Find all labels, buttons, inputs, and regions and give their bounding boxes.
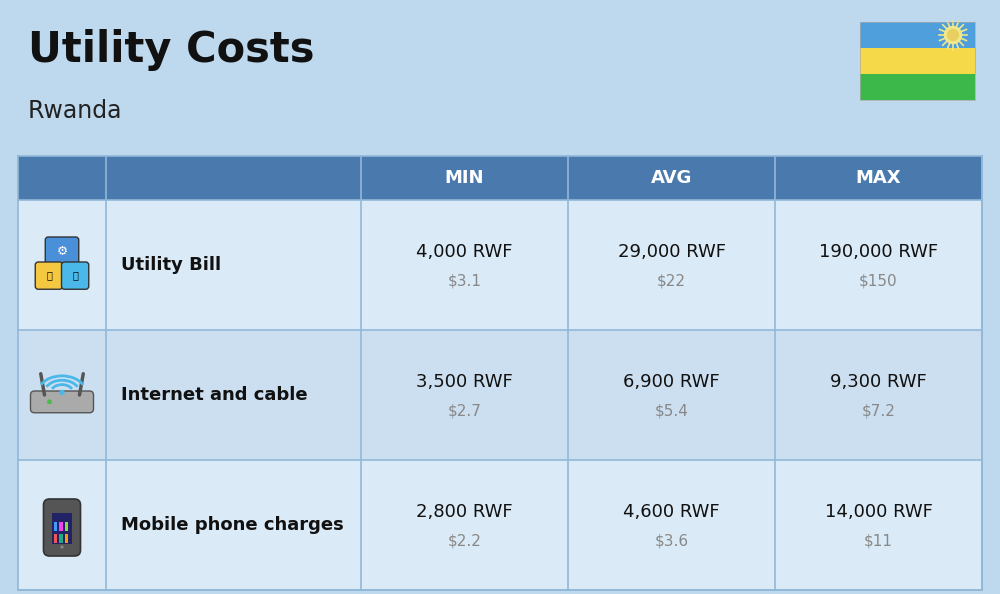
Bar	[52, 513, 72, 544]
Text: 💧: 💧	[72, 270, 78, 280]
Circle shape	[48, 400, 51, 403]
Text: 3,500 RWF: 3,500 RWF	[416, 373, 513, 391]
Text: $3.6: $3.6	[654, 533, 689, 548]
Bar	[18, 200, 982, 330]
Text: 29,000 RWF: 29,000 RWF	[618, 243, 726, 261]
Circle shape	[947, 30, 958, 40]
Text: $2.7: $2.7	[448, 403, 481, 419]
Bar	[59, 522, 63, 531]
Text: $11: $11	[864, 533, 893, 548]
Text: $5.4: $5.4	[655, 403, 688, 419]
Text: Utility Costs: Utility Costs	[28, 29, 314, 71]
Text: MAX: MAX	[856, 169, 901, 187]
Text: AVG: AVG	[651, 169, 692, 187]
Text: 🔌: 🔌	[46, 270, 52, 280]
Bar	[65, 534, 68, 544]
Text: $3.1: $3.1	[447, 273, 481, 289]
Text: $22: $22	[657, 273, 686, 289]
Text: Utility Bill: Utility Bill	[121, 256, 221, 274]
FancyBboxPatch shape	[45, 237, 79, 266]
Bar	[59, 534, 63, 544]
Text: Internet and cable: Internet and cable	[121, 386, 308, 404]
Text: 14,000 RWF: 14,000 RWF	[825, 503, 932, 521]
Text: Rwanda: Rwanda	[28, 99, 122, 123]
Circle shape	[60, 390, 64, 394]
FancyBboxPatch shape	[35, 262, 62, 289]
Text: $7.2: $7.2	[862, 403, 895, 419]
Bar	[54, 522, 57, 531]
Text: 4,600 RWF: 4,600 RWF	[623, 503, 720, 521]
Bar	[860, 22, 975, 48]
FancyBboxPatch shape	[30, 391, 94, 413]
Bar	[860, 48, 975, 74]
Bar	[860, 22, 975, 100]
Bar	[18, 156, 982, 200]
Text: 6,900 RWF: 6,900 RWF	[623, 373, 720, 391]
Bar	[18, 460, 982, 590]
Text: ⚙: ⚙	[56, 245, 68, 258]
Text: $2.2: $2.2	[448, 533, 481, 548]
Text: $150: $150	[859, 273, 898, 289]
Circle shape	[944, 27, 961, 43]
Bar	[18, 330, 982, 460]
FancyBboxPatch shape	[62, 262, 89, 289]
Bar	[860, 74, 975, 100]
Bar	[65, 522, 68, 531]
Circle shape	[60, 545, 64, 549]
Text: 4,000 RWF: 4,000 RWF	[416, 243, 513, 261]
FancyBboxPatch shape	[44, 499, 80, 556]
Bar	[54, 534, 57, 544]
Text: MIN: MIN	[445, 169, 484, 187]
Text: Mobile phone charges: Mobile phone charges	[121, 516, 344, 534]
Text: 2,800 RWF: 2,800 RWF	[416, 503, 513, 521]
Text: 9,300 RWF: 9,300 RWF	[830, 373, 927, 391]
Text: 190,000 RWF: 190,000 RWF	[819, 243, 938, 261]
